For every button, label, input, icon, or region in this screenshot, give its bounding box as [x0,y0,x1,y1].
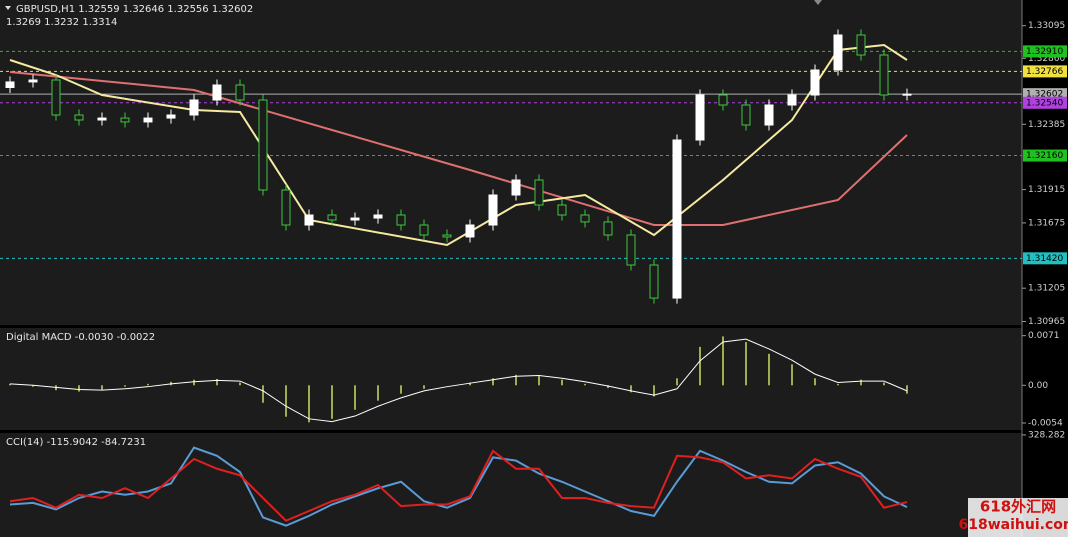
watermark-box [968,498,1068,537]
level-tag [1023,65,1067,78]
level-label: 1.32910 [1026,47,1063,57]
y-tick-label: 1.33095 [1028,21,1065,31]
candle-body [281,189,291,226]
collapse-icon[interactable] [5,6,11,10]
candle-body [534,179,544,206]
level-tag [1023,252,1067,265]
candle-body [787,94,797,106]
candle-body [120,117,130,123]
candle-body [557,204,567,216]
candle-body [672,139,682,299]
level-label: 1.32160 [1026,151,1063,161]
candle-body [511,179,521,196]
candle-body [442,234,452,238]
level-label: 1.32766 [1026,67,1063,77]
macd-panel [0,328,1022,430]
candle-body [764,104,774,126]
candle-body [856,34,866,56]
candle-body [258,99,268,191]
candle-body [235,84,245,101]
series-line [9,43,908,247]
y-tick-label: 1.32385 [1028,120,1065,130]
candle-body [373,214,383,219]
plots: 1.33095 1.32860 1.32385 1.31915 1.31675 1.312… [0,4,1067,527]
candle-body [833,34,843,71]
panel-title: GBPUSD,H1 1.32559 1.32646 1.32556 1.3260… [16,4,253,15]
main-panel [0,0,1022,325]
y-tick-label: -0.0054 [1028,419,1063,429]
y-tick-label: 0.00 [1028,381,1048,391]
y-tick-label: 328.282 [1028,430,1065,440]
candle-body [879,54,889,96]
candle-body [5,81,15,88]
y-tick-label: 1.31675 [1028,218,1065,228]
candle-body [465,224,475,238]
candle-body [488,194,498,226]
candle-body [396,214,406,226]
candle-body [649,264,659,299]
candle-body [419,224,429,236]
candle-body [189,99,199,116]
panel-title: CCI(14) -115.9042 -84.7231 [6,437,146,448]
candle-body [741,104,751,126]
candle-body [143,117,153,123]
candle-body [304,214,314,226]
y-tick-label: 0.0071 [1028,331,1060,341]
y-tick-label: 1.32860 [1028,54,1065,64]
candle-body [28,79,38,83]
candle-body [97,117,107,121]
series-line [9,449,908,522]
candle-body [626,234,636,266]
level-tag [1023,96,1067,109]
watermark-url: 618waihui.com [959,517,1068,533]
candle-body [810,69,820,96]
panel-subtitle: 1.3269 1.3232 1.3314 [6,17,117,28]
level-tag [1023,149,1067,162]
y-tick-label: 1.30965 [1028,317,1065,327]
candle-body [902,93,912,96]
series-line [9,338,908,423]
y-tick-label: 1.31205 [1028,284,1065,294]
shift-marker [814,0,822,5]
level-label: 1.32540 [1026,98,1063,108]
candle-body [166,114,176,119]
candle-body [580,214,590,223]
candle-body [212,84,222,101]
watermark-name: 618外汇网 [980,498,1056,516]
candle-body [695,94,705,141]
level-label: 1.32602 [1026,90,1063,100]
candle-body [74,114,84,121]
candle-body [603,221,613,236]
y-tick-label: 1.31915 [1028,185,1065,195]
level-tag [1023,45,1067,58]
candle-body [350,217,360,221]
candle-body [327,214,337,221]
panel-title: Digital MACD -0.0030 -0.0022 [6,332,155,343]
cci-panel [0,433,1022,537]
candle-body [718,94,728,106]
candle-body [51,79,61,116]
level-label: 1.31420 [1026,254,1063,264]
